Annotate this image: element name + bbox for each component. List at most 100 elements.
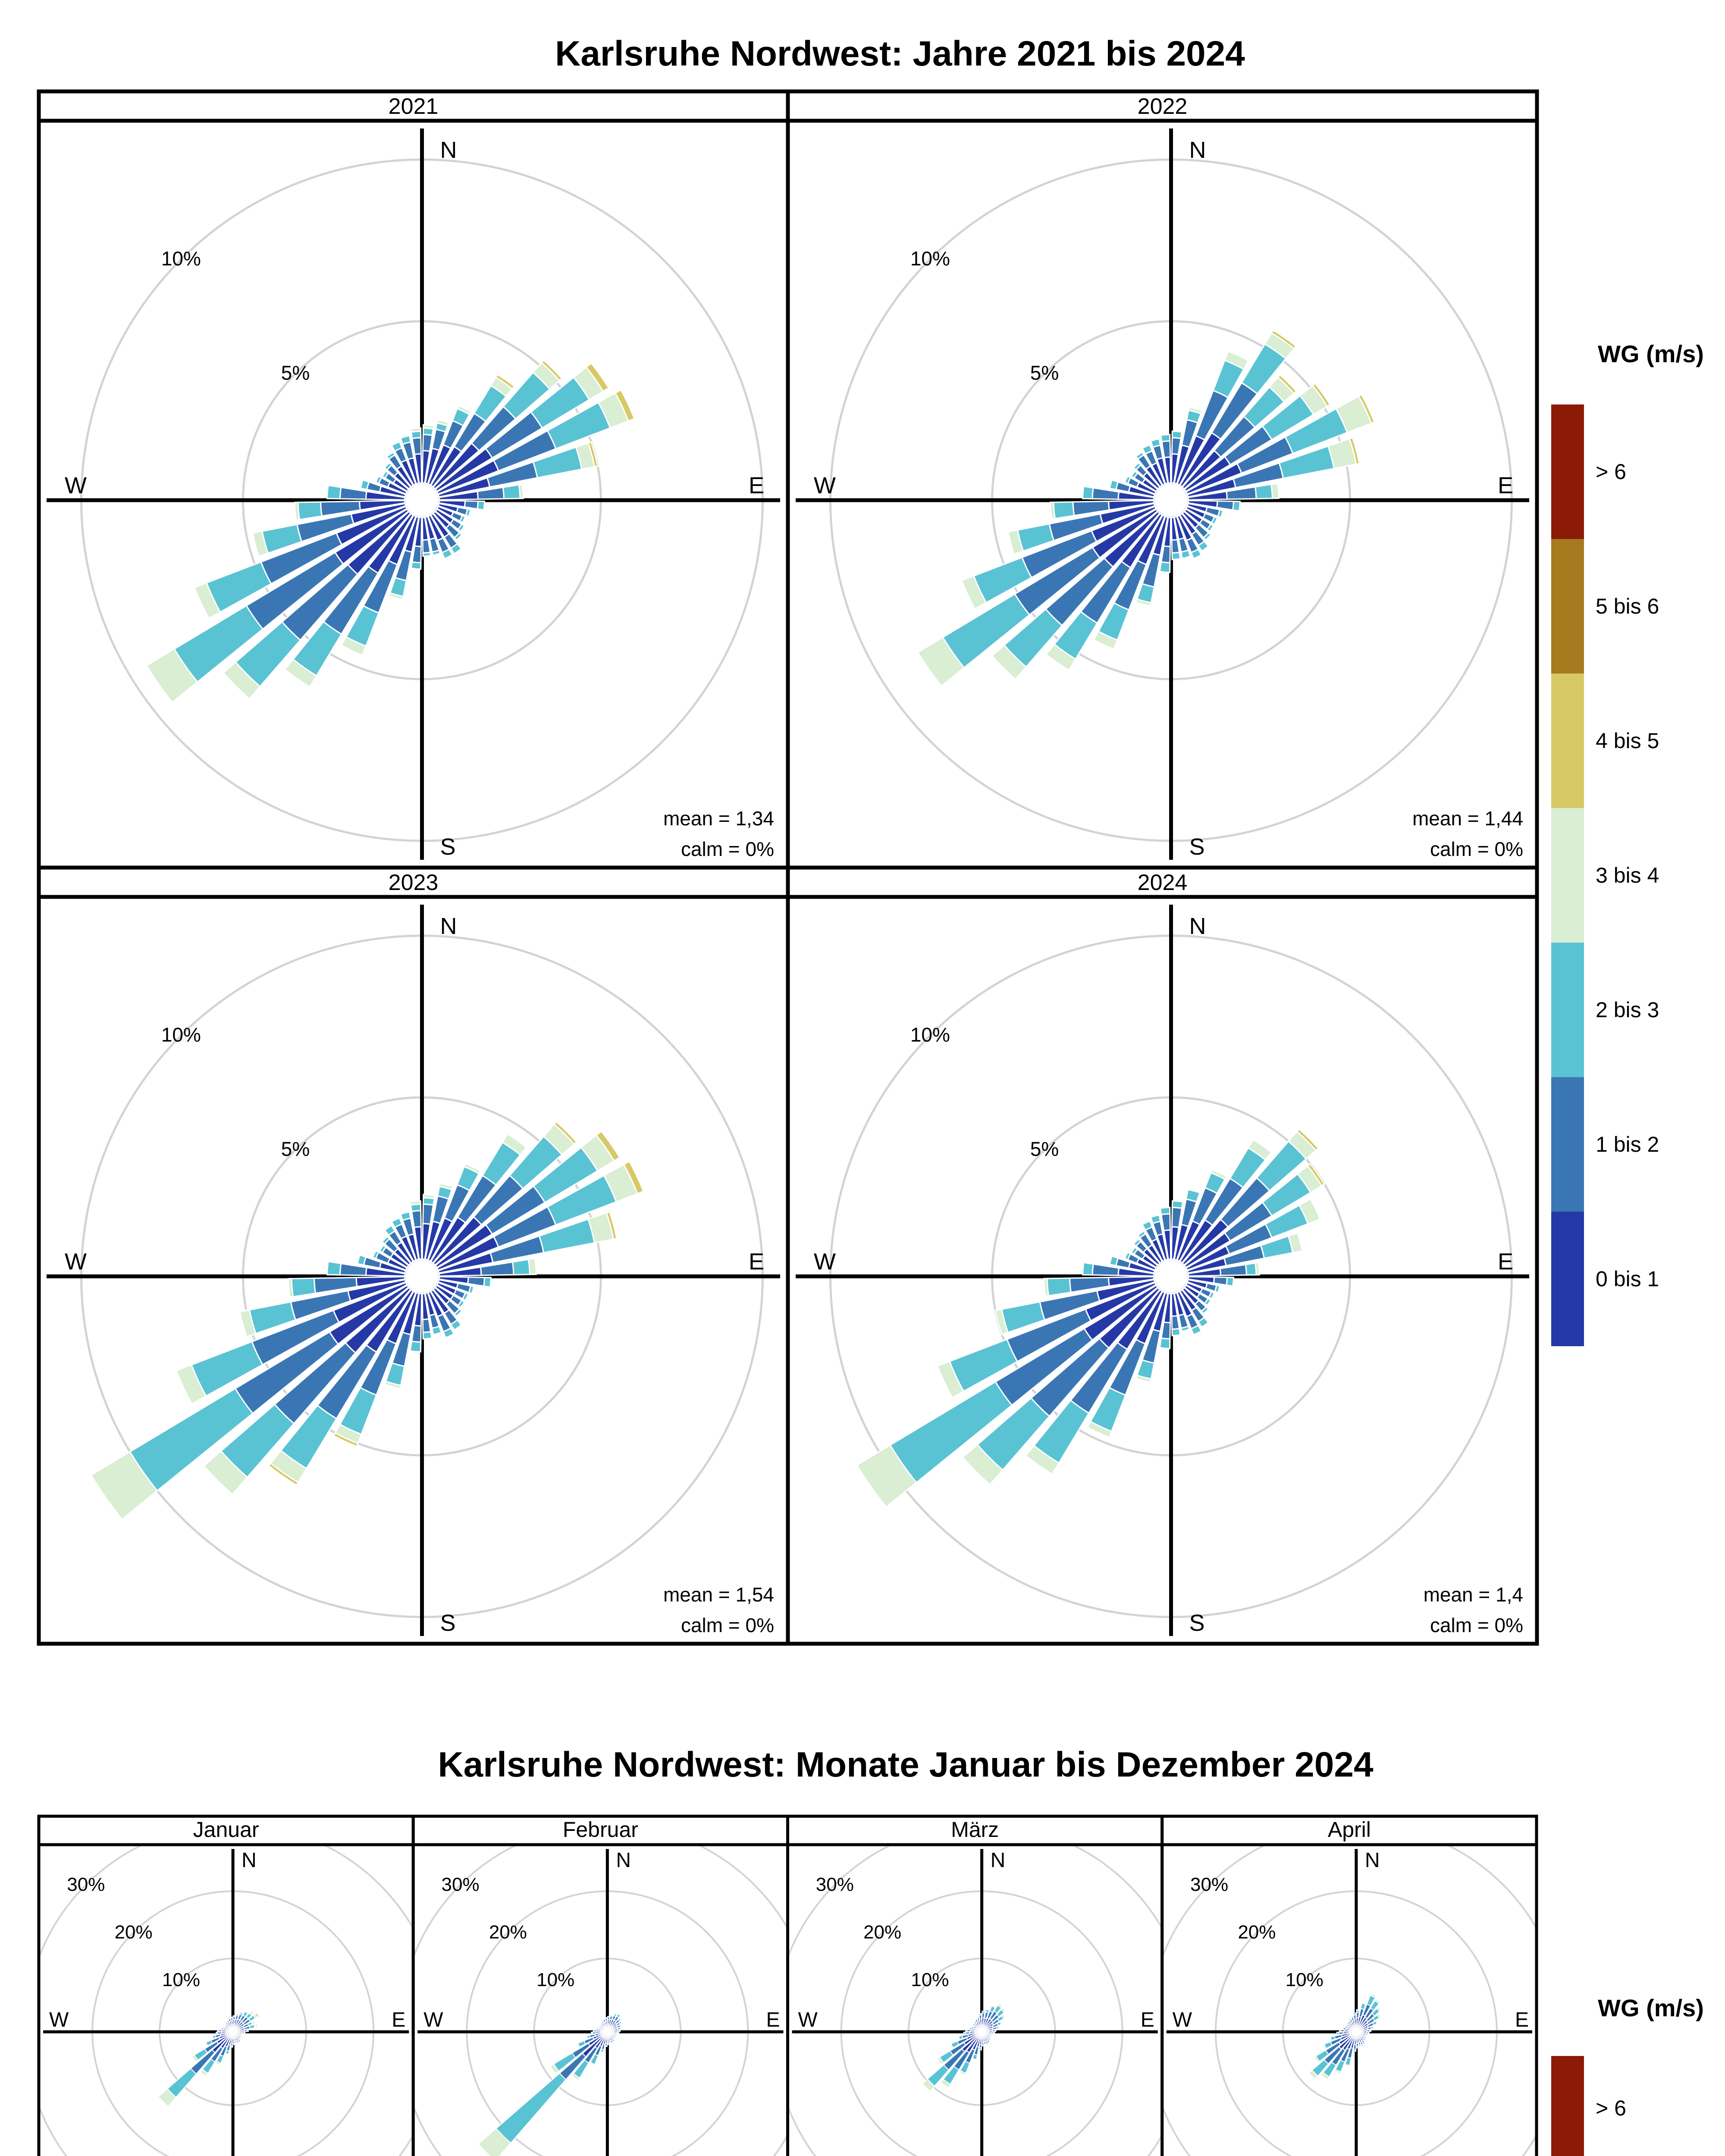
- mean-annotation: mean = 1,34: [663, 807, 774, 830]
- petal-sector: [372, 1250, 380, 1260]
- petal-sector: [226, 2019, 229, 2022]
- compass-label-n: N: [1365, 1849, 1380, 1872]
- petal-sector: [1141, 1220, 1153, 1231]
- ring-label-10%: 10%: [161, 1023, 201, 1046]
- petal-sector: [1296, 1128, 1320, 1152]
- petal-sector: [225, 2053, 229, 2056]
- petal-sector: [422, 552, 432, 557]
- petal-sector: [1367, 2031, 1370, 2034]
- petal-sector: [590, 2031, 593, 2035]
- petal-sector: [976, 2016, 980, 2019]
- petal-sector: [1369, 2029, 1372, 2032]
- ring-label-30%: 30%: [1190, 1874, 1228, 1895]
- petal-sector: [215, 2060, 222, 2066]
- petal-sector: [1375, 2020, 1379, 2024]
- compass-label-n: N: [991, 1849, 1006, 1872]
- petal-sector: [502, 484, 521, 500]
- legend-title: WG (m/s): [1598, 1994, 1704, 2021]
- petal-sector: [495, 373, 515, 390]
- panel-strip-label: 2024: [1138, 870, 1188, 895]
- petal-sector: [1342, 2026, 1344, 2030]
- ring-label-10%: 10%: [910, 1023, 950, 1046]
- petal-sector: [1188, 406, 1203, 415]
- ring-label-30%: 30%: [67, 1874, 105, 1895]
- compass-label-e: E: [1498, 473, 1513, 498]
- petal-sector: [1277, 374, 1298, 395]
- petal-sector: [984, 2043, 987, 2046]
- panel-strip-label: Januar: [193, 1818, 259, 1842]
- petal-sector: [1270, 329, 1297, 350]
- petal-sector: [422, 1318, 432, 1333]
- petal-sector: [1356, 2009, 1361, 2011]
- petal-sector: [388, 592, 404, 601]
- petal-sector: [1372, 2025, 1375, 2029]
- petal-sector: [587, 441, 599, 467]
- petal-sector: [1159, 1206, 1171, 1216]
- petal-sector: [1213, 1276, 1228, 1286]
- petal-sector: [1313, 2055, 1320, 2064]
- petal-sector: [1226, 1276, 1235, 1287]
- petal-sector: [284, 658, 317, 688]
- petal-sector: [616, 2013, 621, 2018]
- ring-label-10%: 10%: [162, 1969, 200, 1990]
- calm-annotation: calm = 0%: [1430, 838, 1523, 860]
- compass-label-n: N: [616, 1849, 631, 1872]
- petal-sector: [391, 441, 403, 452]
- panel-strip-label: 2022: [1138, 94, 1188, 119]
- petal-sector: [326, 484, 342, 500]
- petal-sector: [436, 419, 450, 427]
- petal-sector: [609, 2042, 612, 2044]
- petal-sector: [1132, 462, 1142, 471]
- petal-sector: [614, 389, 635, 422]
- petal-sector: [982, 2010, 986, 2014]
- petal-sector: [194, 582, 221, 619]
- petal-sector: [453, 532, 463, 541]
- petal-sector: [232, 2043, 235, 2045]
- legend-label-4-5: 4 bis 5: [1596, 729, 1659, 753]
- compass-label-e: E: [749, 473, 764, 498]
- petal-sector: [527, 1257, 537, 1275]
- petal-sector: [457, 1299, 466, 1309]
- petal-sector: [623, 1160, 644, 1195]
- petal-sector: [917, 636, 965, 687]
- legend-swatch-0-1: [1551, 1212, 1584, 1346]
- petal-sector: [239, 1309, 257, 1338]
- ring-label-20%: 20%: [1238, 1921, 1276, 1943]
- petal-sector: [1361, 2001, 1367, 2005]
- petal-sector: [965, 2028, 968, 2032]
- petal-sector: [1358, 2044, 1362, 2047]
- petal-sector: [232, 2015, 236, 2017]
- compass-label-e: E: [1515, 2009, 1529, 2031]
- petal-sector: [287, 1278, 294, 1298]
- petal-sector: [1254, 1262, 1261, 1276]
- petal-sector: [1171, 552, 1181, 561]
- petal-sector: [1208, 1291, 1215, 1300]
- petal-sector: [856, 1444, 918, 1508]
- petal-sector: [972, 2058, 977, 2061]
- petal-sector: [222, 661, 261, 700]
- mean-annotation: mean = 1,54: [663, 1583, 774, 1606]
- petal-sector: [940, 2078, 951, 2089]
- petal-sector: [1093, 630, 1118, 650]
- petal-sector: [1130, 1246, 1138, 1255]
- compass-label-s: S: [440, 834, 456, 860]
- petal-sector: [1338, 2031, 1344, 2035]
- petal-sector: [595, 1130, 621, 1162]
- legend-label-gt6: > 6: [1596, 460, 1626, 484]
- petal-sector: [423, 1194, 436, 1200]
- petal-sector: [963, 2031, 966, 2035]
- petal-sector: [1124, 1251, 1132, 1261]
- petal-sector: [1135, 451, 1145, 460]
- petal-sector: [1053, 501, 1075, 520]
- petal-sector: [965, 2031, 971, 2035]
- compass-label-e: E: [392, 2009, 405, 2031]
- compass-label-e: E: [1498, 1249, 1513, 1275]
- petal-sector: [576, 2043, 580, 2049]
- petal-sector: [1232, 500, 1241, 512]
- petal-sector: [400, 1211, 412, 1221]
- petal-sector: [254, 2023, 258, 2028]
